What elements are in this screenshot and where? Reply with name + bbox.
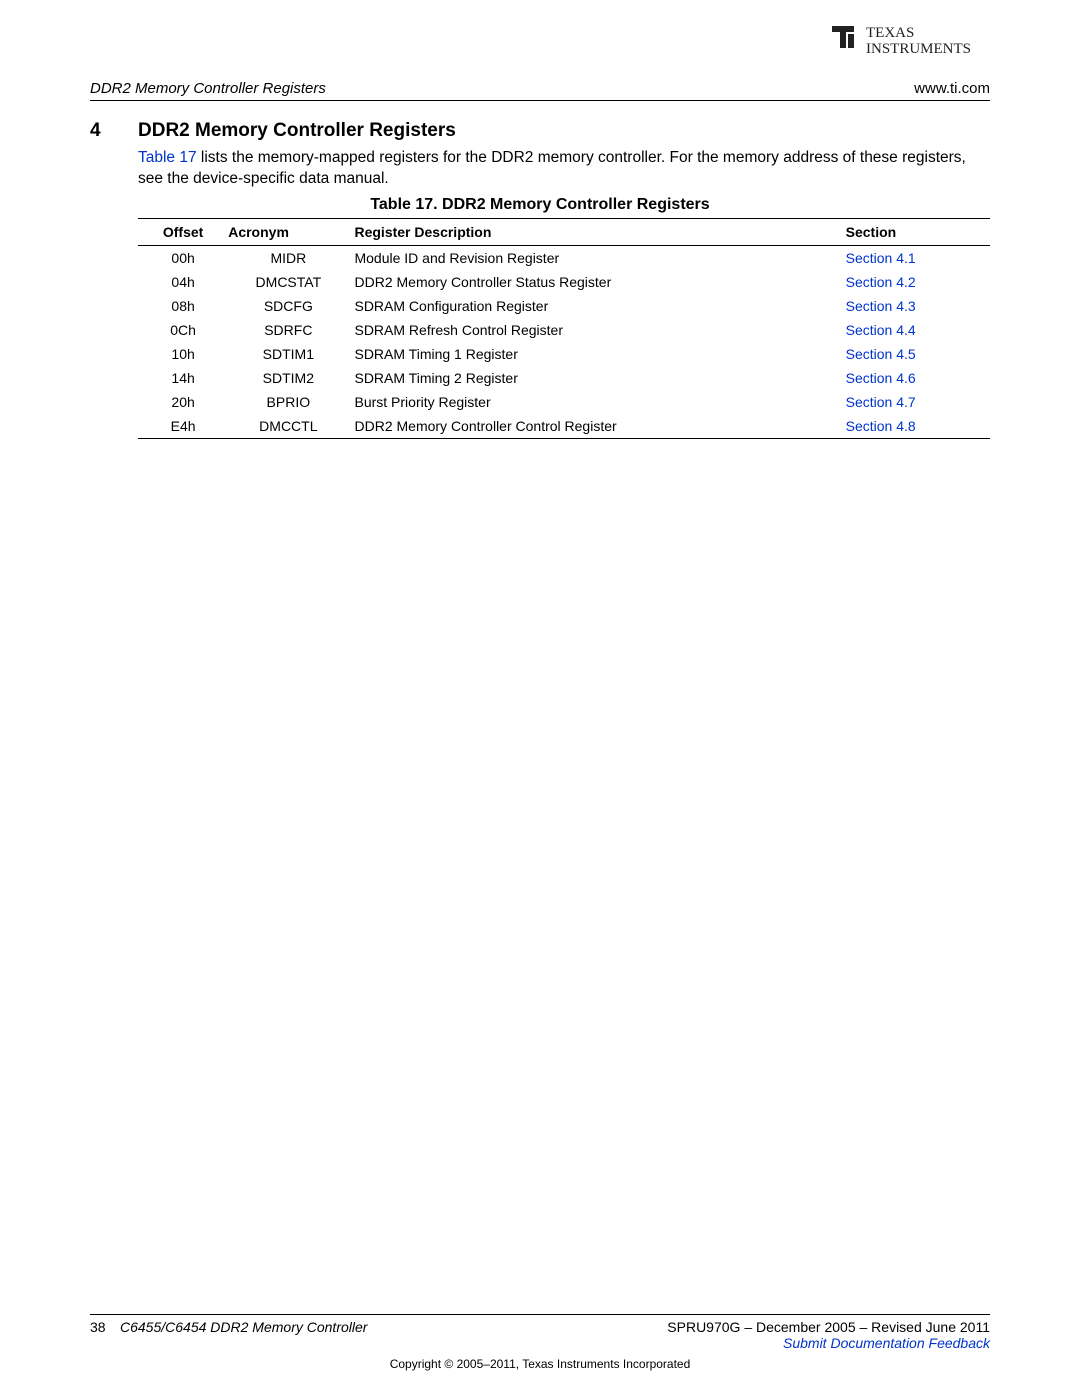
cell-offset: 14h <box>138 366 228 390</box>
cell-offset: E4h <box>138 414 228 439</box>
table-row: 10hSDTIM1SDRAM Timing 1 Register Section … <box>138 342 990 366</box>
footer-row1: 38 C6455/C6454 DDR2 Memory Controller SP… <box>90 1319 990 1335</box>
footer-revision: SPRU970G – December 2005 – Revised June … <box>667 1319 990 1335</box>
ti-logo-text2: INSTRUMENTS <box>866 41 971 57</box>
table-header-row: Offset Acronym Register Description Sect… <box>138 219 990 246</box>
page-number: 38 <box>90 1319 120 1335</box>
table-row: 08hSDCFGSDRAM Configuration Register Sect… <box>138 294 990 318</box>
section-link[interactable]: Section 4.2 <box>846 274 916 290</box>
running-header-right-link[interactable]: www.ti.com <box>914 80 990 97</box>
footer-rule <box>90 1314 990 1315</box>
col-header-offset: Offset <box>138 219 228 246</box>
section-intro-text: lists the memory-mapped registers for th… <box>138 149 966 187</box>
cell-section: Section 4.4 <box>840 318 990 342</box>
section-intro: Table 17 lists the memory-mapped registe… <box>138 148 978 190</box>
cell-offset: 10h <box>138 342 228 366</box>
col-header-desc: Register Description <box>348 219 839 246</box>
cell-description: SDRAM Timing 1 Register <box>348 342 839 366</box>
table-row: 14hSDTIM2SDRAM Timing 2 Register Section … <box>138 366 990 390</box>
section-number: 4 <box>90 120 138 190</box>
cell-acronym: SDRFC <box>228 318 348 342</box>
cell-offset: 0Ch <box>138 318 228 342</box>
table-row: E4hDMCCTLDDR2 Memory Controller Control … <box>138 414 990 439</box>
section-link[interactable]: Section 4.8 <box>846 418 916 434</box>
header-rule <box>90 100 990 101</box>
cell-section: Section 4.7 <box>840 390 990 414</box>
section-block: 4 DDR2 Memory Controller Registers Table… <box>90 120 978 190</box>
section-link[interactable]: Section 4.7 <box>846 394 916 410</box>
table-ref-link[interactable]: Table 17 <box>138 149 197 166</box>
section-link[interactable]: Section 4.3 <box>846 298 916 314</box>
col-header-acronym: Acronym <box>228 219 348 246</box>
cell-description: Module ID and Revision Register <box>348 246 839 271</box>
cell-acronym: SDCFG <box>228 294 348 318</box>
cell-acronym: SDTIM2 <box>228 366 348 390</box>
cell-description: DDR2 Memory Controller Status Register <box>348 270 839 294</box>
registers-table: Offset Acronym Register Description Sect… <box>138 218 990 439</box>
cell-description: SDRAM Refresh Control Register <box>348 318 839 342</box>
footer-doc-title: C6455/C6454 DDR2 Memory Controller <box>120 1319 667 1335</box>
cell-offset: 20h <box>138 390 228 414</box>
cell-offset: 08h <box>138 294 228 318</box>
cell-description: SDRAM Timing 2 Register <box>348 366 839 390</box>
cell-description: DDR2 Memory Controller Control Register <box>348 414 839 439</box>
running-header-left: DDR2 Memory Controller Registers <box>90 80 326 97</box>
page-footer: 38 C6455/C6454 DDR2 Memory Controller SP… <box>90 1314 990 1371</box>
footer-copyright: Copyright © 2005–2011, Texas Instruments… <box>90 1357 990 1371</box>
cell-section: Section 4.5 <box>840 342 990 366</box>
section-link[interactable]: Section 4.4 <box>846 322 916 338</box>
col-header-section: Section <box>840 219 990 246</box>
section-link[interactable]: Section 4.5 <box>846 346 916 362</box>
footer-row2: Submit Documentation Feedback <box>90 1335 990 1351</box>
ti-logo-text1: TEXAS <box>866 25 914 41</box>
cell-acronym: MIDR <box>228 246 348 271</box>
feedback-link[interactable]: Submit Documentation Feedback <box>783 1335 990 1351</box>
section-body: DDR2 Memory Controller Registers Table 1… <box>138 120 978 190</box>
section-link[interactable]: Section 4.6 <box>846 370 916 386</box>
cell-acronym: BPRIO <box>228 390 348 414</box>
cell-section: Section 4.3 <box>840 294 990 318</box>
cell-section: Section 4.1 <box>840 246 990 271</box>
table-caption: Table 17. DDR2 Memory Controller Registe… <box>90 196 990 214</box>
table-row: 04hDMCSTATDDR2 Memory Controller Status … <box>138 270 990 294</box>
cell-description: SDRAM Configuration Register <box>348 294 839 318</box>
cell-offset: 00h <box>138 246 228 271</box>
table-row: 20hBPRIOBurst Priority Register Section 4… <box>138 390 990 414</box>
cell-acronym: SDTIM1 <box>228 342 348 366</box>
cell-section: Section 4.8 <box>840 414 990 439</box>
cell-acronym: DMCSTAT <box>228 270 348 294</box>
cell-offset: 04h <box>138 270 228 294</box>
cell-section: Section 4.2 <box>840 270 990 294</box>
cell-section: Section 4.6 <box>840 366 990 390</box>
section-link[interactable]: Section 4.1 <box>846 250 916 266</box>
cell-description: Burst Priority Register <box>348 390 839 414</box>
table-row: 00hMIDRModule ID and Revision Register Se… <box>138 246 990 271</box>
cell-acronym: DMCCTL <box>228 414 348 439</box>
table-row: 0ChSDRFCSDRAM Refresh Control Register Se… <box>138 318 990 342</box>
page: TEXAS INSTRUMENTS DDR2 Memory Controller… <box>0 0 1080 1397</box>
section-title: DDR2 Memory Controller Registers <box>138 120 978 142</box>
ti-logo-icon: TEXAS INSTRUMENTS <box>830 20 990 60</box>
ti-logo: TEXAS INSTRUMENTS <box>830 20 990 60</box>
